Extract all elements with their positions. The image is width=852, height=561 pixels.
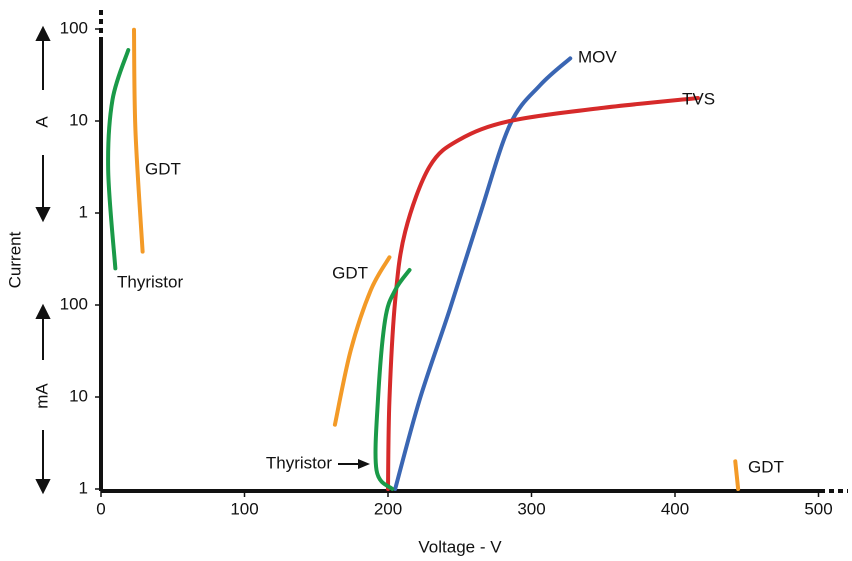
unit-label: A [32,116,51,128]
curve-label: GDT [748,457,784,476]
unit-label: mA [32,383,51,409]
unit-arrows [35,25,51,495]
y-tick-label: 10 [69,386,88,405]
y-axis-title: Current [5,231,24,288]
x-axis-title: Voltage - V [418,537,502,556]
x-tick-label: 300 [517,499,545,518]
curve-label: GDT [145,159,181,178]
curve [332,255,392,427]
y-tick-label: 1 [79,478,88,497]
x-tick-label: 200 [374,499,402,518]
curve [106,48,131,271]
curve [733,459,741,491]
y-tick-label: 100 [60,294,88,313]
curve-label: TVS [682,89,715,108]
curve-label: Thyristor [266,453,332,472]
curve [373,268,412,491]
x-tick-label: 400 [661,499,689,518]
x-tick-label: 100 [230,499,258,518]
curve-label: GDT [332,263,368,282]
y-tick-label: 100 [60,18,88,37]
curve [393,56,573,491]
x-tick-label: 0 [96,499,105,518]
curve [132,27,145,254]
curve-label: MOV [578,47,617,66]
curve [386,95,700,491]
y-tick-label: 1 [79,202,88,221]
thyristor-arrow [338,459,370,469]
y-tick-label: 10 [69,110,88,129]
x-tick-label: 500 [804,499,832,518]
curve-label: Thyristor [117,272,183,291]
